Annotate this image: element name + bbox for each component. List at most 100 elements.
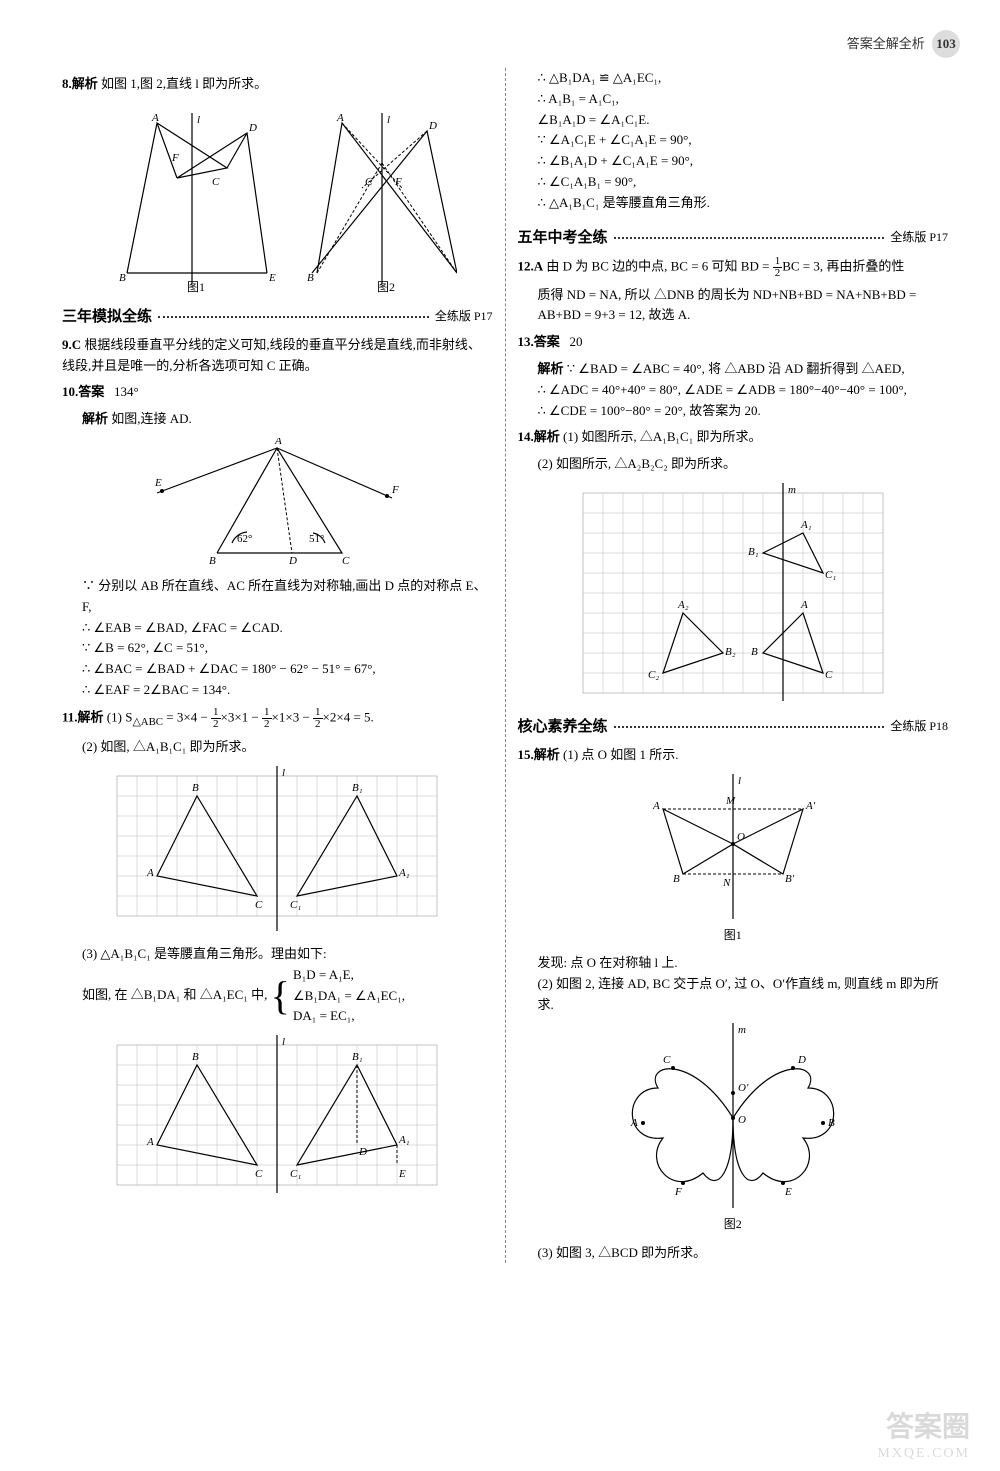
q10-l1: ∵ 分别以 AB 所在直线、AC 所在直线为对称轴,画出 D 点的对称点 E、F… — [62, 576, 493, 618]
q14: 14.解析 (1) 如图所示, △A₁B₁C₁ 即为所求。 — [518, 427, 949, 448]
svg-text:B: B — [209, 555, 216, 567]
q11: 11.解析 (1) S△ABC = 3×4 − 12×3×1 − 12×1×3 … — [62, 707, 493, 731]
q12-t3: 质得 ND = NA, 所以 △DNB 的周长为 ND+NB+BD = NA+N… — [518, 285, 949, 327]
q10: 10.答案 134° — [62, 382, 493, 403]
page-number: 103 — [932, 30, 960, 58]
svg-text:C₂: C₂ — [648, 669, 659, 681]
svg-text:E: E — [398, 1168, 406, 1180]
svg-text:F: F — [674, 1186, 682, 1198]
q12: 12.A 由 D 为 BC 边的中点, BC = 6 可知 BD = 12BC … — [518, 256, 949, 279]
svg-text:E: E — [268, 272, 276, 284]
q13-num: 13.答案 — [518, 334, 560, 349]
svg-text:A: A — [146, 1136, 154, 1148]
q15-p4: (3) 如图 3, △BCD 即为所求。 — [518, 1243, 949, 1264]
q10-l3: ∵ ∠B = 62°, ∠C = 51°, — [62, 638, 493, 659]
svg-text:B: B — [751, 646, 758, 658]
svg-text:l: l — [282, 767, 285, 779]
svg-text:C₁: C₁ — [825, 569, 836, 581]
figure-15-2: m C D A B F E O O′ 图2 — [518, 1023, 949, 1234]
q11-p1e: ×2×4 = 5. — [323, 709, 374, 724]
svg-text:C: C — [663, 1054, 671, 1066]
sec2-ref: 全练版 P17 — [890, 228, 948, 247]
left-column: 8.解析 如图 1,图 2,直线 l 即为所求。 l A D F C B E — [50, 68, 506, 1263]
sec3-ref: 全练版 P18 — [890, 717, 948, 736]
q15-p3: (2) 如图 2, 连接 AD, BC 交于点 O′, 过 O、O′作直线 m,… — [518, 974, 949, 1016]
q12-t1: 由 D 为 BC 边的中点, BC = 6 可知 BD = — [546, 258, 772, 273]
header-title: 答案全解全析 — [847, 36, 925, 51]
r-l5: ∴ ∠B₁A₁D + ∠C₁A₁E = 90°, — [518, 151, 949, 172]
q10-jx: 解析 如图,连接 AD. — [62, 409, 493, 430]
fig14-svg: m A B C A₁ B₁ C₁ A₂ B₂ C₂ — [573, 483, 893, 703]
q11-p3: (3) △A₁B₁C₁ 是等腰直角三角形。理由如下: — [62, 944, 493, 965]
r-l7: ∴ △A₁B₁C₁ 是等腰直角三角形. — [518, 193, 949, 214]
r-l3: ∠B₁A₁D = ∠A₁C₁E. — [518, 110, 949, 131]
svg-text:D: D — [797, 1054, 806, 1066]
svg-text:B: B — [673, 873, 680, 885]
svg-text:C₁: C₁ — [290, 899, 301, 911]
dots-icon — [158, 316, 429, 318]
q11-p1c: ×3×1 − — [221, 709, 263, 724]
q11-p2: (2) 如图, △A₁B₁C₁ 即为所求。 — [62, 737, 493, 758]
q15-p2: 发现: 点 O 在对称轴 l 上. — [518, 953, 949, 974]
svg-text:A: A — [151, 112, 159, 124]
q9-num: 9.C — [62, 337, 81, 352]
q14-num: 14.解析 — [518, 429, 560, 444]
svg-text:O: O — [738, 1114, 746, 1126]
q15-p1: (1) 点 O 如图 1 所示. — [563, 747, 679, 762]
svg-text:A₁: A₁ — [398, 1134, 410, 1146]
svg-text:B: B — [192, 1051, 199, 1063]
svg-text:l: l — [387, 114, 390, 126]
svg-text:l: l — [197, 114, 200, 126]
q10-l4: ∴ ∠BAC = ∠BAD + ∠DAC = 180° − 62° − 51° … — [62, 659, 493, 680]
q10-l5: ∴ ∠EAF = 2∠BAC = 134°. — [62, 680, 493, 701]
sec2-title: 五年中考全练 — [518, 226, 608, 250]
svg-text:l: l — [738, 775, 741, 787]
svg-text:D: D — [358, 1146, 367, 1158]
svg-text:A: A — [630, 1117, 638, 1129]
q10-num: 10.答案 — [62, 384, 104, 399]
figure-15-1: l A M A′ B N B′ O 图1 — [518, 774, 949, 945]
q14-p1: (1) 如图所示, △A₁B₁C₁ 即为所求。 — [563, 429, 762, 444]
q10-jx-label: 解析 — [82, 411, 108, 426]
q8: 8.解析 如图 1,图 2,直线 l 即为所求。 — [62, 74, 493, 95]
figure-8: l A D F C B E l A — [62, 103, 493, 293]
svg-text:A₁: A₁ — [398, 867, 410, 879]
right-column: ∴ △B₁DA₁ ≌ △A₁EC₁, ∴ A₁B₁ = A₁C₁, ∠B₁A₁D… — [506, 68, 961, 1263]
q14-p2: (2) 如图所示, △A₂B₂C₂ 即为所求。 — [518, 454, 949, 475]
svg-text:C: C — [825, 669, 833, 681]
fig10-svg: E A F B D C 62° 51° — [147, 438, 407, 568]
svg-text:C₁: C₁ — [290, 1168, 301, 1180]
fig11a-svg: l A B C A₁ B₁ C₁ — [107, 766, 447, 936]
svg-text:图2: 图2 — [377, 280, 395, 293]
q13-ans: 20 — [570, 334, 583, 349]
q12-t2: BC = 3, 再由折叠的性 — [782, 258, 904, 273]
q11-p4a: 如图, 在 △B₁DA₁ 和 △A₁EC₁ 中, — [82, 987, 267, 1002]
figure-14: m A B C A₁ B₁ C₁ A₂ B₂ C₂ — [518, 483, 949, 703]
q8-text: 如图 1,图 2,直线 l 即为所求。 — [101, 76, 267, 91]
svg-text:A₂: A₂ — [677, 599, 689, 611]
dots-icon — [614, 237, 885, 239]
q13-l1: ∵ ∠BAD = ∠ABC = 40°, 将 △ABD 沿 AD 翻折得到 △A… — [567, 361, 905, 376]
fig11b-svg: l A B C A₁ B₁ C₁ D E — [107, 1035, 447, 1195]
q10-ans: 134° — [114, 384, 139, 399]
svg-text:B₂: B₂ — [725, 646, 736, 658]
sec1-ref: 全练版 P17 — [435, 307, 493, 326]
q11-p4b2: ∠B₁DA₁ = ∠A₁EC₁, — [293, 986, 405, 1007]
svg-text:B: B — [307, 272, 314, 284]
content-columns: 8.解析 如图 1,图 2,直线 l 即为所求。 l A D F C B E — [50, 68, 960, 1263]
svg-text:C: C — [342, 555, 350, 567]
figure-10: E A F B D C 62° 51° — [62, 438, 493, 568]
svg-text:M: M — [725, 795, 736, 807]
r-l1: ∴ △B₁DA₁ ≌ △A₁EC₁, — [518, 68, 949, 89]
section-1: 三年模拟全练 全练版 P17 — [62, 305, 493, 329]
section-3: 核心素养全练 全练版 P18 — [518, 715, 949, 739]
q8-num: 8.解析 — [62, 76, 98, 91]
svg-text:A: A — [336, 112, 344, 124]
svg-text:C: C — [255, 1168, 263, 1180]
q13-jx-label: 解析 — [538, 361, 564, 376]
sec3-title: 核心素养全练 — [518, 715, 608, 739]
q11-p4: 如图, 在 △B₁DA₁ 和 △A₁EC₁ 中, { B₁D = A₁E, ∠B… — [62, 965, 493, 1027]
q13-jx: 解析 ∵ ∠BAD = ∠ABC = 40°, 将 △ABD 沿 AD 翻折得到… — [518, 359, 949, 380]
q11-p4b1: B₁D = A₁E, — [293, 965, 405, 986]
fig8-svg: l A D F C B E l A — [97, 103, 457, 293]
